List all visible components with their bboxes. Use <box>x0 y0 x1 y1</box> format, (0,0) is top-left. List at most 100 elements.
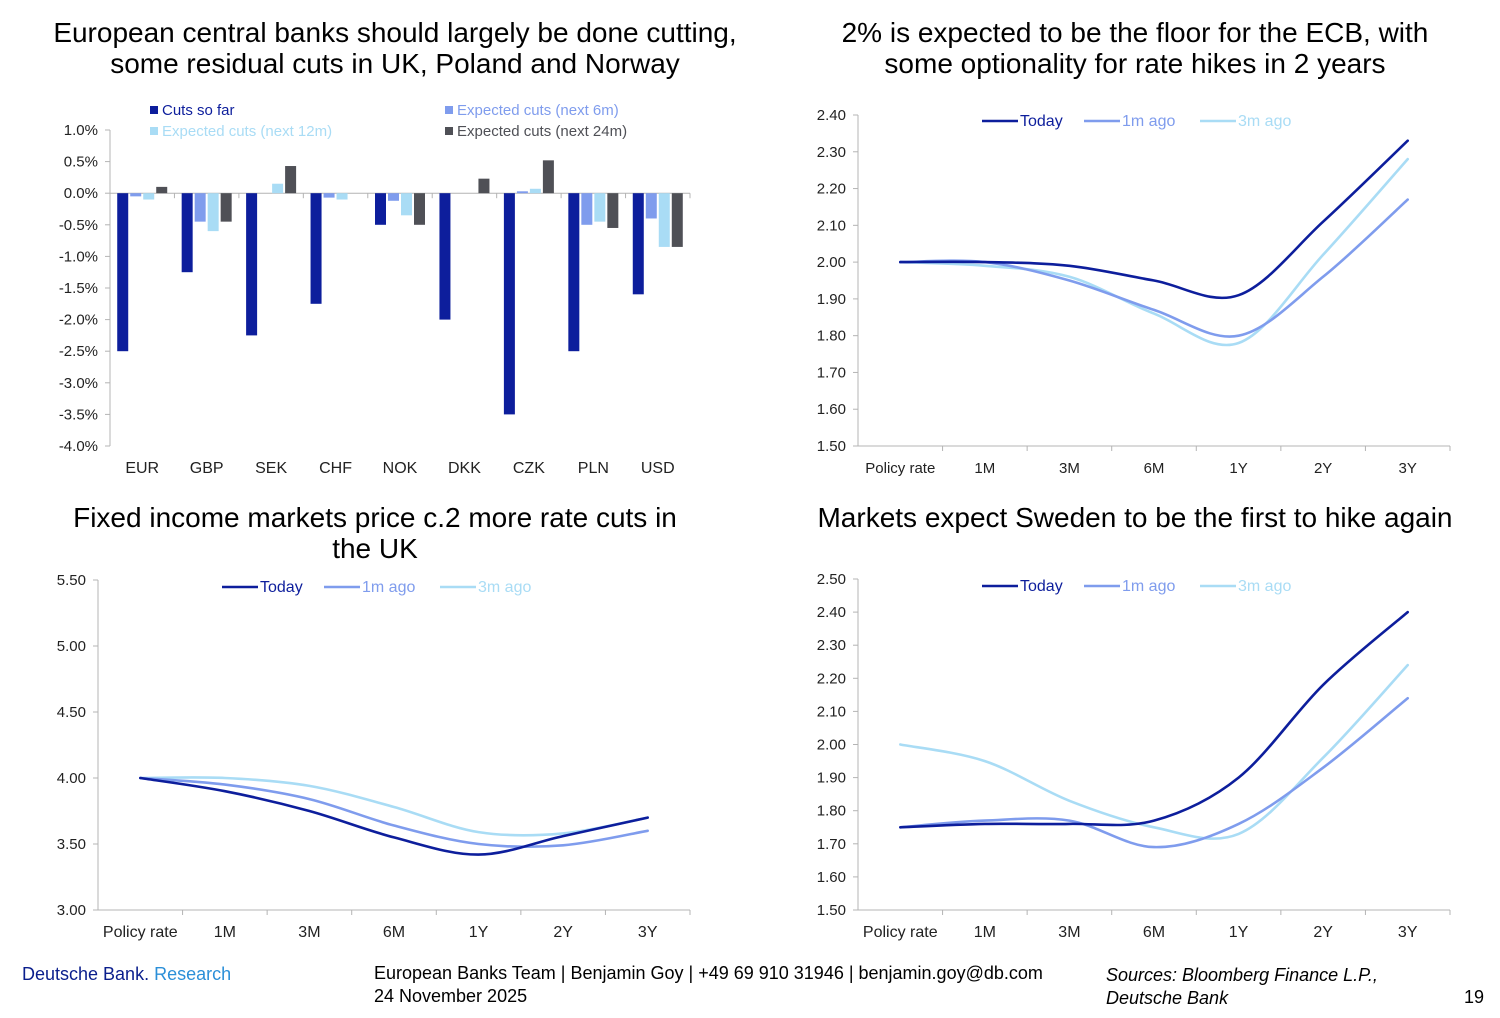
legend-swatch <box>150 127 158 135</box>
legend-swatch <box>150 106 158 114</box>
y-tick-label: 5.50 <box>57 572 86 589</box>
bar-czk-series-4 <box>542 160 554 194</box>
y-tick-label: -3.0% <box>59 375 98 392</box>
y-tick-label: 5.00 <box>57 638 86 655</box>
page-number: 19 <box>1464 987 1485 1007</box>
chart3-title: Fixed income markets price c.2 more rate… <box>10 502 740 564</box>
legend-label: Today <box>260 579 303 596</box>
sources-line2: Deutsche Bank <box>1106 988 1229 1008</box>
x-tick-label: DKK <box>448 460 481 477</box>
legend-label: Expected cuts (next 6m) <box>457 102 619 119</box>
y-tick-label: 2.10 <box>817 703 846 720</box>
bar-czk-series-2 <box>516 191 528 194</box>
legend-label: 3m ago <box>478 579 531 596</box>
y-tick-label: 0.0% <box>64 185 98 202</box>
y-tick-label: 1.0% <box>64 122 98 139</box>
x-tick-label: 1M <box>214 924 236 941</box>
y-tick-label: 4.50 <box>57 704 86 721</box>
bar-eur-series-3 <box>143 193 155 200</box>
chart2-title-line1: 2% is expected to be the floor for the E… <box>841 17 1429 48</box>
y-tick-label: 2.20 <box>817 181 846 198</box>
bar-gbp-series-4 <box>220 193 232 222</box>
bar-sek-series-3 <box>272 183 284 194</box>
x-tick-label: 2Y <box>1313 924 1333 941</box>
bar-usd-series-4 <box>671 193 683 247</box>
bar-nok-series-1 <box>375 193 386 225</box>
x-tick-label: 6M <box>1143 924 1165 941</box>
y-tick-label: 1.90 <box>817 770 846 787</box>
bar-gbp-series-1 <box>181 193 193 273</box>
bar-nok-series-2 <box>388 193 399 201</box>
chart1-title-line2: some residual cuts in UK, Poland and Nor… <box>110 48 680 79</box>
x-tick-label: 6M <box>383 924 405 941</box>
bar-usd-series-2 <box>645 193 657 219</box>
bar-pln-series-4 <box>607 193 619 228</box>
y-tick-label: -2.0% <box>59 312 98 329</box>
bar-gbp-series-2 <box>194 193 206 222</box>
y-tick-label: 3.50 <box>57 836 86 853</box>
legend-swatch <box>445 127 453 135</box>
y-tick-label: 1.50 <box>817 902 846 919</box>
x-tick-label: 3M <box>298 924 320 941</box>
legend-label: 1m ago <box>1122 113 1175 130</box>
bar-usd-series-1 <box>632 193 644 295</box>
legend-label: Today <box>1020 113 1063 130</box>
y-tick-label: 1.60 <box>817 401 846 418</box>
x-tick-label: 1M <box>974 924 996 941</box>
y-tick-label: 1.70 <box>817 364 846 381</box>
bar-pln-series-1 <box>568 193 580 352</box>
y-tick-label: 2.00 <box>817 737 846 754</box>
legend-label: 1m ago <box>1122 578 1175 595</box>
bar-chf-series-3 <box>336 193 348 200</box>
x-tick-label: NOK <box>383 460 418 477</box>
y-tick-label: 4.00 <box>57 770 86 787</box>
brand-name: Deutsche Bank. <box>22 964 150 984</box>
brand-logo: Deutsche Bank. Research <box>22 963 231 986</box>
series-line-1m-ago <box>899 198 1409 338</box>
y-tick-label: 2.30 <box>817 637 846 654</box>
bar-czk-series-3 <box>529 188 541 194</box>
x-tick-label: PLN <box>578 460 609 477</box>
x-tick-label: 3Y <box>1398 924 1418 941</box>
sources-line1: Sources: Bloomberg Finance L.P., <box>1106 965 1378 985</box>
series-line-1m-ago <box>899 696 1409 849</box>
y-tick-label: 1.80 <box>817 328 846 345</box>
x-tick-label: SEK <box>255 460 287 477</box>
chart2-title-line2: some optionality for rate hikes in 2 yea… <box>884 48 1386 79</box>
legend-label: 1m ago <box>362 579 415 596</box>
series-line-3m-ago <box>899 157 1409 347</box>
bar-nok-series-3 <box>401 193 412 216</box>
chart2-title: 2% is expected to be the floor for the E… <box>775 17 1495 79</box>
legend-label: Today <box>1020 578 1063 595</box>
series-line-3m-ago <box>139 776 649 837</box>
legend-label: Expected cuts (next 12m) <box>162 123 332 140</box>
y-tick-label: 2.50 <box>817 571 846 588</box>
y-tick-label: 2.20 <box>817 670 846 687</box>
bar-chf-series-1 <box>310 193 322 304</box>
bar-eur-series-4 <box>156 186 168 194</box>
chart-sweden-curve: 2.50 2.40 2.30 2.20 2.10 2.00 1.90 1.80 1.70 1.60… <box>817 571 1451 941</box>
bar-sek-series-1 <box>246 193 258 336</box>
contact-info: European Banks Team | Benjamin Goy | +49… <box>374 962 1043 1008</box>
y-tick-label: 2.10 <box>817 217 846 234</box>
y-tick-label: -4.0% <box>59 438 98 455</box>
bar-dkk-series-1 <box>439 193 451 320</box>
bar-czk-series-1 <box>503 193 515 415</box>
bar-pln-series-2 <box>581 193 593 225</box>
legend-label: 3m ago <box>1238 113 1291 130</box>
y-tick-label: 2.40 <box>817 604 846 621</box>
y-tick-label: 1.60 <box>817 869 846 886</box>
bar-nok-series-4 <box>414 193 425 225</box>
y-tick-label: 1.50 <box>817 438 846 455</box>
bar-pln-series-3 <box>594 193 606 222</box>
x-tick-label: 3M <box>1058 924 1080 941</box>
chart3-title-line2: the UK <box>332 533 418 564</box>
y-tick-label: -1.0% <box>59 248 98 265</box>
series-line-3m-ago <box>899 663 1409 840</box>
chart1-title-line1: European central banks should largely be… <box>53 17 737 48</box>
legend-label: 3m ago <box>1238 578 1291 595</box>
x-tick-label: 1Y <box>1229 460 1247 477</box>
chart4-title: Markets expect Sweden to be the first to… <box>775 502 1495 533</box>
series-line-today <box>899 610 1409 829</box>
x-tick-label: 3M <box>1059 460 1080 477</box>
